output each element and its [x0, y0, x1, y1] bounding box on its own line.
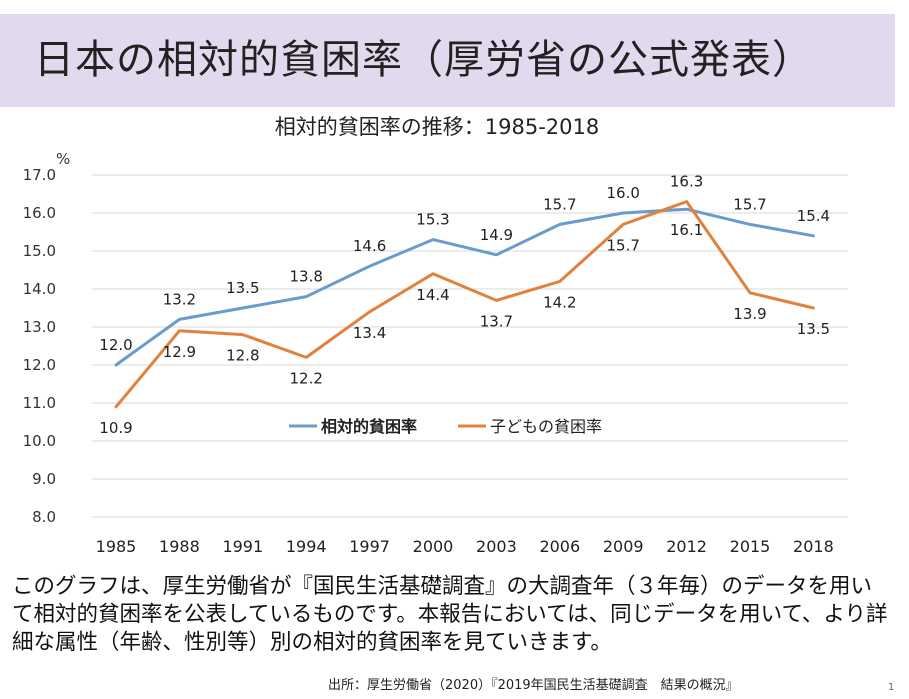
- x-tick-label: 2015: [730, 537, 771, 556]
- legend-label-child: 子どもの貧困率: [490, 417, 602, 436]
- poverty-rate-chart: 8.0 9.0 10.0 11.0 12.0 13.0 14.0 15.0 16.0 17.0 1…: [23, 115, 848, 556]
- x-tick-labels: 1985 1988 1991 1994 1997 2000 2003 2006 2009 2012…: [96, 537, 834, 556]
- title-band: [0, 14, 895, 107]
- grid-lines: [92, 174, 848, 518]
- x-tick-label: 2003: [476, 537, 517, 556]
- data-label-child: 12.2: [289, 369, 322, 387]
- x-tick-label: 1985: [96, 537, 137, 556]
- x-tick-label: 2009: [603, 537, 644, 556]
- series-lines: [114, 200, 815, 409]
- y-tick-label: 10.0: [23, 432, 56, 450]
- data-label-child: 14.4: [416, 286, 449, 304]
- y-tick-labels: 8.0 9.0 10.0 11.0 12.0 13.0 14.0 15.0 16.0 17.0: [23, 166, 56, 526]
- data-label-relative: 15.4: [797, 207, 830, 225]
- data-label-child: 14.2: [543, 293, 576, 311]
- data-label-relative: 12.0: [99, 336, 132, 354]
- y-tick-label: 8.0: [32, 508, 56, 526]
- y-tick-label: 16.0: [23, 204, 56, 222]
- data-label-child: 13.4: [353, 324, 386, 342]
- data-label-relative: 16.1: [670, 221, 703, 239]
- page-number: 1: [888, 682, 895, 693]
- data-label-relative: 13.5: [226, 279, 259, 297]
- y-tick-label: 13.0: [23, 318, 56, 336]
- slide-title: 日本の相対的貧困率（厚労省の公式発表）: [34, 37, 813, 83]
- x-tick-label: 1991: [222, 537, 263, 556]
- legend-label-relative: 相対的貧困率: [321, 417, 417, 436]
- data-labels: 12.0 13.2 13.5 13.8 14.6 15.3 14.9 15.7 16.0 16.1…: [99, 173, 830, 437]
- description-text: このグラフは、厚生労働省が『国民生活基礎調査』の大調査年（３年毎）のデータを用い…: [12, 574, 888, 655]
- y-tick-label: 15.0: [23, 242, 56, 260]
- legend: 相対的貧困率 子どもの貧困率: [289, 417, 602, 436]
- y-tick-label: 12.0: [23, 356, 56, 374]
- data-label-child: 13.7: [480, 312, 513, 330]
- data-label-child: 16.3: [670, 173, 703, 191]
- x-tick-label: 2000: [413, 537, 454, 556]
- y-tick-label: 14.0: [23, 280, 56, 298]
- data-label-child: 12.8: [226, 347, 259, 365]
- data-label-child: 13.9: [733, 305, 766, 323]
- data-label-child: 13.5: [797, 320, 830, 338]
- data-label-relative: 15.7: [543, 195, 576, 213]
- y-tick-label: 17.0: [23, 166, 56, 184]
- data-label-child: 15.7: [606, 236, 639, 254]
- x-tick-label: 2012: [666, 537, 707, 556]
- data-label-relative: 13.8: [289, 268, 322, 286]
- x-tick-label: 2018: [793, 537, 834, 556]
- x-tick-label: 1994: [286, 537, 327, 556]
- y-tick-label: 9.0: [32, 470, 56, 488]
- x-tick-label: 1988: [159, 537, 200, 556]
- x-tick-label: 1997: [349, 537, 390, 556]
- data-label-relative: 14.9: [480, 226, 513, 244]
- data-label-relative: 15.3: [416, 211, 449, 229]
- series-line-child-poverty: [114, 200, 815, 409]
- data-label-relative: 16.0: [606, 184, 639, 202]
- series-line-relative-poverty: [114, 207, 815, 367]
- x-tick-label: 2006: [539, 537, 580, 556]
- chart-title: 相対的貧困率の推移：1985-2018: [275, 115, 599, 139]
- source-note: 出所：厚生労働省（2020）『2019年国民生活基礎調査 結果の概況』: [328, 678, 739, 693]
- data-label-child: 12.9: [163, 343, 196, 361]
- data-label-relative: 15.7: [733, 195, 766, 213]
- y-axis-unit: %: [56, 150, 70, 168]
- data-label-relative: 13.2: [163, 290, 196, 308]
- y-tick-label: 11.0: [23, 394, 56, 412]
- data-label-child: 10.9: [99, 419, 132, 437]
- data-label-relative: 14.6: [353, 237, 386, 255]
